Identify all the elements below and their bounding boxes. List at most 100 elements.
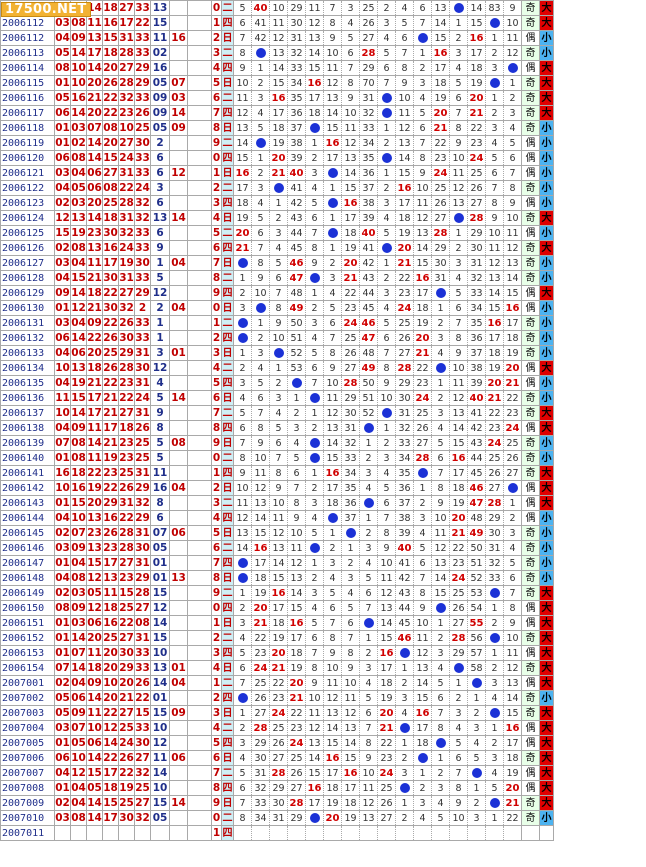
miss-count-cell: 10 — [431, 510, 450, 526]
miss-count-cell: 18 — [503, 750, 522, 766]
big-small-cell: 大 — [539, 705, 554, 721]
big-small-cell: 小 — [539, 135, 554, 151]
miss-count-cell: 26 — [377, 795, 396, 811]
miss-count-cell: 1 — [485, 30, 504, 46]
miss-count-cell: 14 — [287, 585, 306, 601]
red-ball-cell: 14 — [70, 105, 87, 121]
miss-count-cell: 4 — [467, 735, 486, 751]
extra-number-cell: 14 — [169, 210, 188, 226]
table-row: 2006115 01 10 20 26 28 29 05 07 5 日 10 2 15 34 16 12 8 70 7… — [0, 75, 554, 91]
miss-count-cell: 1 — [485, 90, 504, 106]
miss-count-cell: 6 — [449, 300, 468, 316]
table-row: 2006149 02 03 05 11 15 28 15 9 二 1 19 16 14 3 5 4 6 12 43 8 1… — [0, 585, 554, 601]
blue-ball-cell: 1 — [150, 315, 170, 331]
big-small-cell: 大 — [539, 600, 554, 616]
red-ball-cell: 04 — [54, 570, 71, 586]
miss-count-cell: 5 — [449, 75, 468, 91]
miss-count-cell: 31 — [287, 30, 306, 46]
red-ball-cell: 04 — [54, 375, 71, 391]
miss-count-cell: 14 — [503, 690, 522, 706]
red-ball-cell: 24 — [118, 240, 135, 256]
miss-count-cell: 15 — [323, 450, 342, 466]
miss-count-cell: 24 — [377, 765, 396, 781]
miss-count-cell: 21 — [377, 720, 396, 736]
extra-number-cell — [169, 615, 188, 631]
digit-cell: 8 — [211, 570, 222, 586]
miss-count-cell: 23 — [269, 690, 288, 706]
miss-count-cell: 2 — [467, 795, 486, 811]
extra-number-cell — [169, 135, 188, 151]
miss-count-cell: 28 — [395, 360, 414, 376]
big-small-cell: 大 — [539, 795, 554, 811]
miss-count-cell: 40 — [359, 225, 378, 241]
red-ball-cell: 27 — [118, 285, 135, 301]
miss-count-cell: 7 — [431, 705, 450, 721]
blue-ball-cell: 15 — [150, 630, 170, 646]
odd-even-cell: 偶 — [521, 165, 540, 181]
miss-count-cell: 50 — [287, 315, 306, 331]
digit-cell: 4 — [211, 720, 222, 736]
red-ball-cell: 16 — [102, 240, 119, 256]
odd-even-cell: 偶 — [521, 615, 540, 631]
miss-count-cell: 9 — [323, 645, 342, 661]
weekday-cell: 日 — [221, 120, 234, 136]
miss-count-cell: 20 — [413, 330, 432, 346]
red-ball-cell: 14 — [86, 135, 103, 151]
odd-even-cell: 偶 — [521, 480, 540, 496]
miss-count-cell: 3 — [287, 420, 306, 436]
odd-even-cell: 偶 — [521, 765, 540, 781]
miss-count-cell — [233, 825, 252, 841]
hit-ball-marker — [359, 615, 378, 631]
hit-ball-marker — [431, 360, 450, 376]
odd-even-cell: 偶 — [521, 720, 540, 736]
miss-count-cell: 6 — [359, 585, 378, 601]
miss-count-cell: 19 — [251, 585, 270, 601]
miss-count-cell: 40 — [251, 0, 270, 16]
red-ball-cell: 32 — [118, 225, 135, 241]
blue-ball-cell: 15 — [150, 795, 170, 811]
big-small-cell: 大 — [539, 750, 554, 766]
miss-count-cell: 1 — [431, 750, 450, 766]
miss-count-cell: 4 — [377, 30, 396, 46]
red-ball-cell: 10 — [70, 510, 87, 526]
miss-count-cell: 27 — [269, 750, 288, 766]
miss-count-cell: 13 — [395, 135, 414, 151]
miss-count-cell: 15 — [467, 15, 486, 31]
red-ball-cell: 33 — [134, 0, 151, 16]
extra-number-cell — [169, 0, 188, 16]
red-ball-cell: 14 — [86, 810, 103, 826]
miss-count-cell: 24 — [467, 150, 486, 166]
hit-ball-marker — [413, 465, 432, 481]
extra-number-cell: 06 — [169, 750, 188, 766]
miss-count-cell: 18 — [269, 615, 288, 631]
blue-ball-cell: 1 — [150, 330, 170, 346]
red-ball-cell: 26 — [102, 330, 119, 346]
table-row: 2006142 10 16 19 22 26 29 16 04 2 日 10 12 9 7 2 17 35 4 5 36… — [0, 480, 554, 496]
miss-count-cell: 3 — [503, 105, 522, 121]
miss-count-cell: 3 — [233, 615, 252, 631]
table-row: 2006133 04 06 20 25 29 31 3 01 3 日 1 3 52 5 8 26 48 7 27 21 4… — [0, 345, 554, 361]
miss-count-cell: 3 — [323, 555, 342, 571]
miss-count-cell: 2 — [503, 510, 522, 526]
period-cell: 2006122 — [0, 180, 55, 196]
miss-count-cell: 6 — [323, 315, 342, 331]
miss-count-cell: 10 — [377, 390, 396, 406]
miss-count-cell: 11 — [485, 240, 504, 256]
miss-count-cell: 7 — [503, 585, 522, 601]
red-ball-cell: 11 — [86, 645, 103, 661]
red-ball-cell: 29 — [102, 495, 119, 511]
weekday-cell: 四 — [221, 330, 234, 346]
miss-count-cell: 1 — [341, 540, 360, 556]
site-logo[interactable]: 17500.NET — [1, 2, 91, 17]
red-ball-cell: 26 — [102, 525, 119, 541]
miss-count-cell: 4 — [449, 60, 468, 76]
miss-count-cell: 7 — [341, 630, 360, 646]
miss-count-cell: 4 — [485, 135, 504, 151]
period-cell: 2006115 — [0, 75, 55, 91]
miss-count-cell: 4 — [233, 750, 252, 766]
miss-count-cell: 2 — [485, 660, 504, 676]
miss-count-cell: 1 — [467, 690, 486, 706]
miss-count-cell: 8 — [413, 585, 432, 601]
red-ball-cell: 28 — [118, 525, 135, 541]
miss-count-cell: 2 — [269, 375, 288, 391]
